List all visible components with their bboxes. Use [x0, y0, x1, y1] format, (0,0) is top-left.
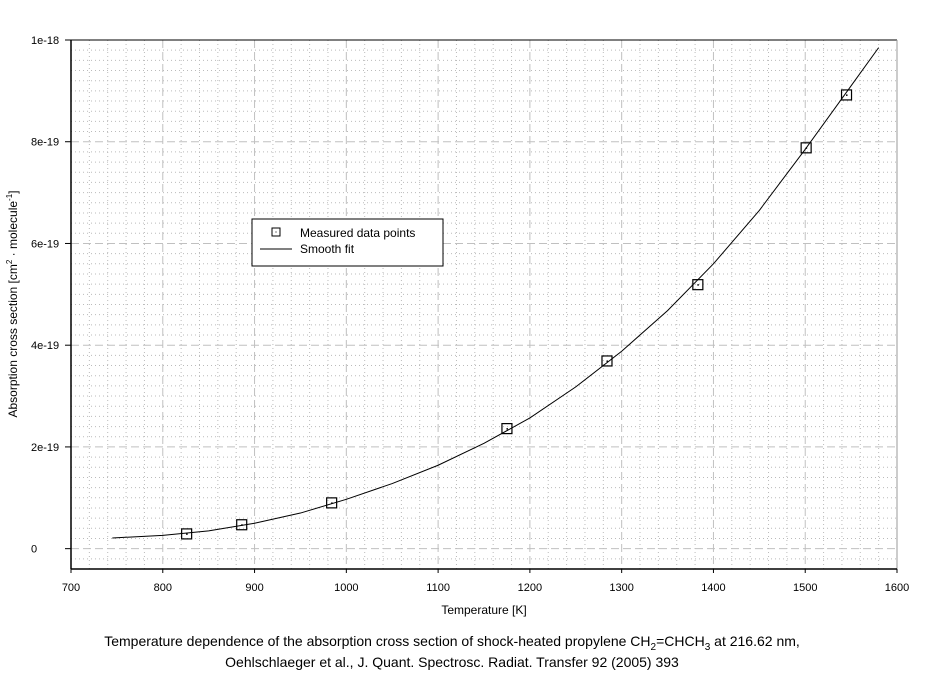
y-axis-label: Absorption cross section [cm2 · molecule…: [5, 190, 20, 417]
y-tick-label: 8e-19: [31, 137, 59, 149]
legend-label-fit: Smooth fit: [300, 242, 355, 256]
legend-box: [251, 218, 444, 267]
x-tick-label: 1400: [701, 582, 725, 594]
plot-frame: [70, 39, 898, 570]
grid: [71, 40, 897, 569]
data-point-marker: [601, 355, 613, 367]
caption-line-2: Oehlschlaeger et al., J. Quant. Spectros…: [225, 654, 679, 670]
x-tick-label: 800: [154, 582, 172, 594]
series-marks: [112, 47, 880, 540]
data-point-center: [186, 533, 188, 535]
data-point-center: [805, 147, 808, 149]
legend-marker-square-icon: [271, 227, 281, 237]
data-point-marker: [800, 142, 812, 154]
legend: Measured data points Smooth fit: [251, 218, 444, 267]
data-point-marker: [236, 519, 248, 531]
data-point-center: [331, 502, 333, 504]
data-point-marker: [840, 89, 853, 101]
x-tick-label: 1500: [793, 582, 817, 594]
x-axis-label: Temperature [K]: [441, 603, 526, 617]
data-point-center: [606, 360, 608, 362]
x-tick-label: 1100: [426, 582, 450, 594]
y-tick-label: 4e-19: [31, 340, 59, 352]
y-tick-label: 1e-18: [31, 35, 59, 47]
data-point-marker: [501, 423, 513, 435]
legend-label-measured: Measured data points: [300, 226, 415, 240]
data-point-center: [241, 524, 243, 526]
x-tick-label: 1300: [609, 582, 633, 594]
y-axis-ticks: 0 2e-19 4e-19 6e-19 8e-19 1e-18: [31, 35, 71, 556]
data-point-center: [697, 284, 699, 286]
x-tick-label: 1000: [334, 582, 358, 594]
x-tick-label: 700: [62, 582, 80, 594]
y-tick-label: 2e-19: [31, 442, 59, 454]
x-axis-ticks: 700 800 900 1000 1100 1200 1300 1400 1500 1600: [62, 569, 909, 594]
caption-line-1: Temperature dependence of the absorption…: [104, 633, 800, 653]
data-point-center: [506, 428, 508, 430]
data-point-marker: [326, 497, 338, 509]
x-tick-label: 900: [245, 582, 263, 594]
legend-marker-dot: [275, 231, 277, 233]
y-tick-label: 0: [31, 544, 37, 556]
x-tick-label: 1200: [518, 582, 542, 594]
y-tick-label: 6e-19: [31, 238, 59, 250]
data-point-marker: [181, 528, 193, 540]
data-point-marker: [692, 279, 704, 291]
x-tick-label: 1600: [885, 582, 909, 594]
data-point-center: [846, 94, 848, 96]
